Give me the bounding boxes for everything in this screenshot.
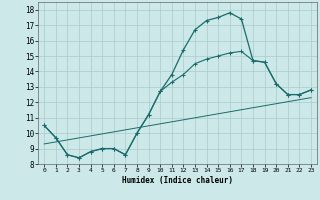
X-axis label: Humidex (Indice chaleur): Humidex (Indice chaleur) — [122, 176, 233, 185]
